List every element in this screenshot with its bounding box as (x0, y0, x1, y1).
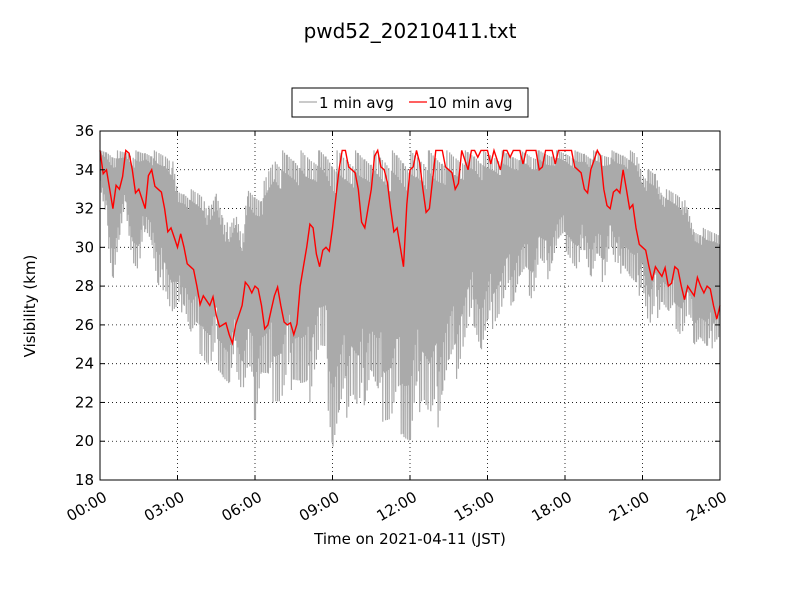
y-axis-label: Visibility (km) (21, 255, 39, 358)
x-tick-label: 12:00 (374, 488, 420, 525)
y-tick-label: 22 (75, 393, 94, 411)
legend: 1 min avg 10 min avg (291, 87, 529, 118)
series-line-1min-avg (99, 150, 721, 447)
series-1min-avg (99, 150, 721, 447)
x-tick-label: 09:00 (296, 488, 342, 525)
y-tick-label: 34 (75, 161, 94, 179)
legend-label-10min: 10 min avg (428, 94, 513, 112)
x-tick-label: 03:00 (141, 488, 187, 525)
x-tick-label: 24:00 (684, 488, 730, 525)
x-tick-label: 06:00 (219, 488, 265, 525)
x-tick-label: 18:00 (529, 488, 575, 525)
series-line-10min-avg (99, 147, 721, 346)
x-axis-label: Time on 2021-04-11 (JST) (313, 530, 506, 548)
y-tick-label: 30 (75, 238, 94, 256)
y-tick-label: 28 (75, 277, 94, 295)
y-tick-label: 36 (75, 122, 94, 140)
x-tick-label: 00:00 (64, 488, 110, 525)
y-tick-label: 32 (75, 200, 94, 218)
y-tick-label: 20 (75, 432, 94, 450)
y-tick-label: 24 (75, 355, 94, 373)
y-tick-label: 18 (75, 471, 94, 489)
legend-label-1min: 1 min avg (319, 94, 394, 112)
x-tick-label: 15:00 (451, 488, 497, 525)
y-axis-ticks: 18 20 22 24 26 28 30 32 34 36 (75, 122, 720, 489)
x-tick-label: 21:00 (606, 488, 652, 525)
y-tick-label: 26 (75, 316, 94, 334)
chart-title: pwd52_20210411.txt (304, 19, 517, 43)
series-10min-avg (99, 147, 721, 346)
